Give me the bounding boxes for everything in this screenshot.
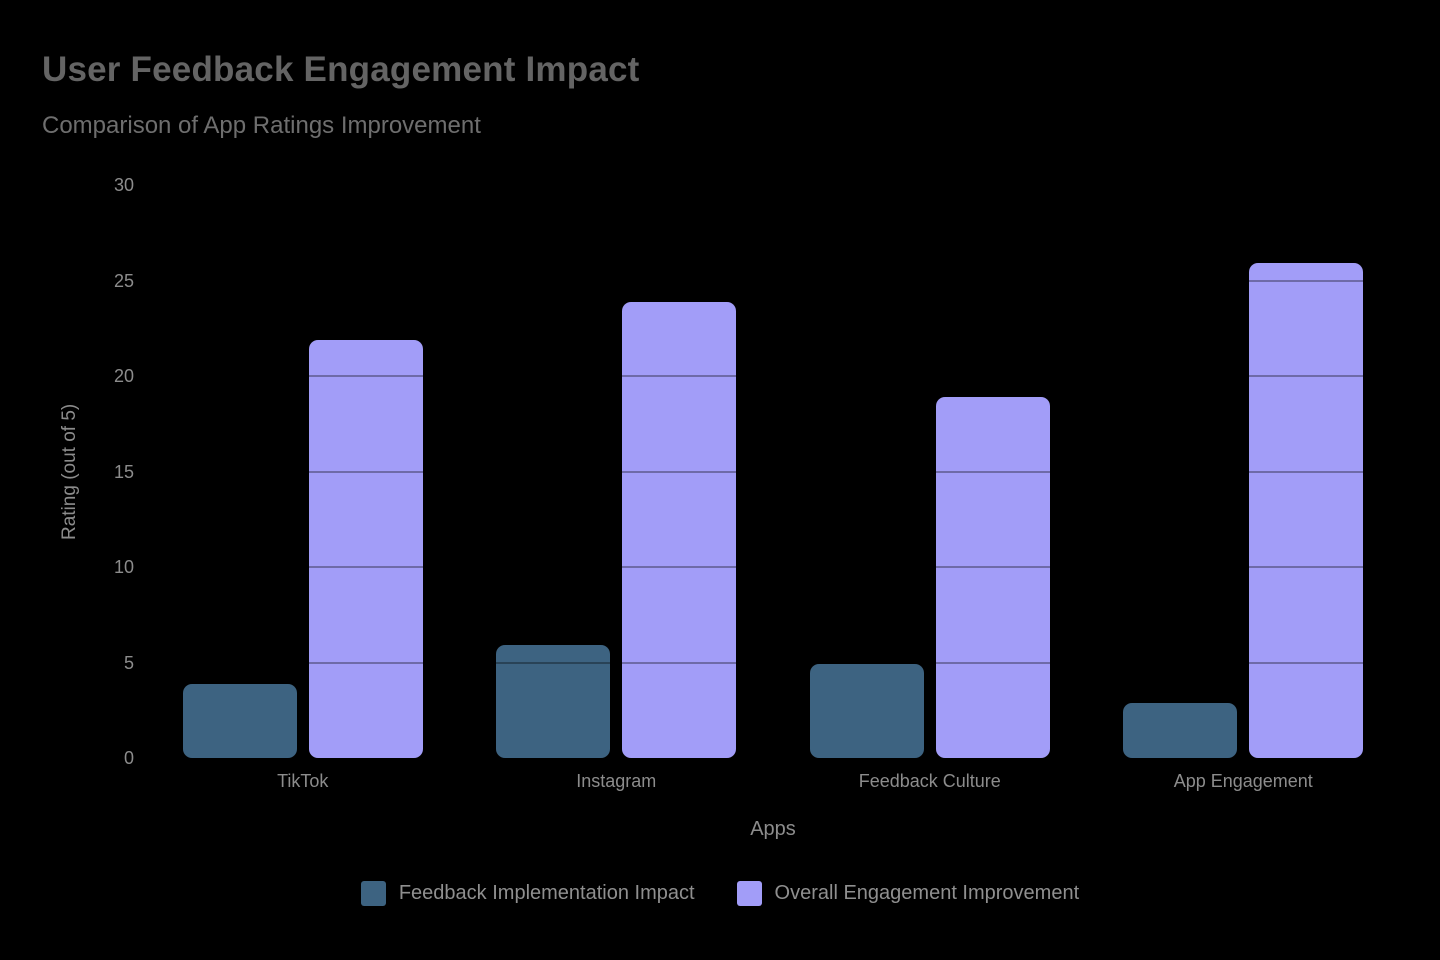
- y-tick-label-20: 20: [113, 366, 134, 386]
- bar-instagram-overall-engagement-improvement: [622, 301, 737, 758]
- gridline-y-5: [146, 661, 1400, 664]
- plot-area: [146, 185, 1400, 758]
- y-tick-label-15: 15: [113, 461, 134, 482]
- legend-label-feedback-implementation-impact: Feedback Implementation Impact: [398, 882, 695, 904]
- bar-feedback-culture-feedback-implementation-impact: [809, 664, 924, 758]
- y-tick-label-25: 25: [113, 270, 134, 291]
- y-tick-label-30: 30: [113, 175, 134, 195]
- y-axis-title: Rating (out of 5): [59, 403, 80, 540]
- bar-feedback-culture-overall-engagement-improvement: [935, 397, 1050, 758]
- gridline-y-10: [146, 566, 1400, 568]
- bar-tiktok-overall-engagement-improvement: [308, 339, 423, 758]
- y-tick-label-0: 0: [123, 748, 134, 768]
- legend-item-feedback-implementation-impact: Feedback Implementation Impact: [360, 881, 695, 906]
- legend-label-overall-engagement-improvement: Overall Engagement Improvement: [774, 882, 1080, 904]
- legend-swatch-feedback-implementation-impact: [360, 881, 386, 906]
- y-tick-label-10: 10: [113, 557, 134, 577]
- legend: Feedback Implementation Impact Overall En…: [0, 881, 1440, 906]
- y-tick-label-5: 5: [123, 652, 134, 673]
- x-axis-title: Apps: [750, 818, 796, 840]
- chart-title: User Feedback Engagement Impact: [42, 50, 640, 89]
- x-tick-label-tiktok: TikTok: [277, 771, 329, 791]
- bar-instagram-feedback-implementation-impact: [496, 645, 611, 758]
- x-tick-label-feedback-culture: Feedback Culture: [858, 771, 1001, 791]
- gridline-y-15: [146, 470, 1400, 473]
- chart-subtitle: Comparison of App Ratings Improvement: [42, 112, 481, 139]
- legend-swatch-overall-engagement-improvement: [736, 881, 762, 906]
- bar-app-engagement-overall-engagement-improvement: [1249, 263, 1364, 758]
- gridline-y-25: [146, 279, 1400, 282]
- gridline-y-20: [146, 375, 1400, 377]
- x-tick-label-app-engagement: App Engagement: [1173, 771, 1313, 791]
- x-tick-label-instagram: Instagram: [576, 771, 657, 791]
- bar-tiktok-feedback-implementation-impact: [182, 683, 297, 758]
- legend-item-overall-engagement-improvement: Overall Engagement Improvement: [736, 881, 1080, 906]
- bar-app-engagement-feedback-implementation-impact: [1123, 702, 1238, 758]
